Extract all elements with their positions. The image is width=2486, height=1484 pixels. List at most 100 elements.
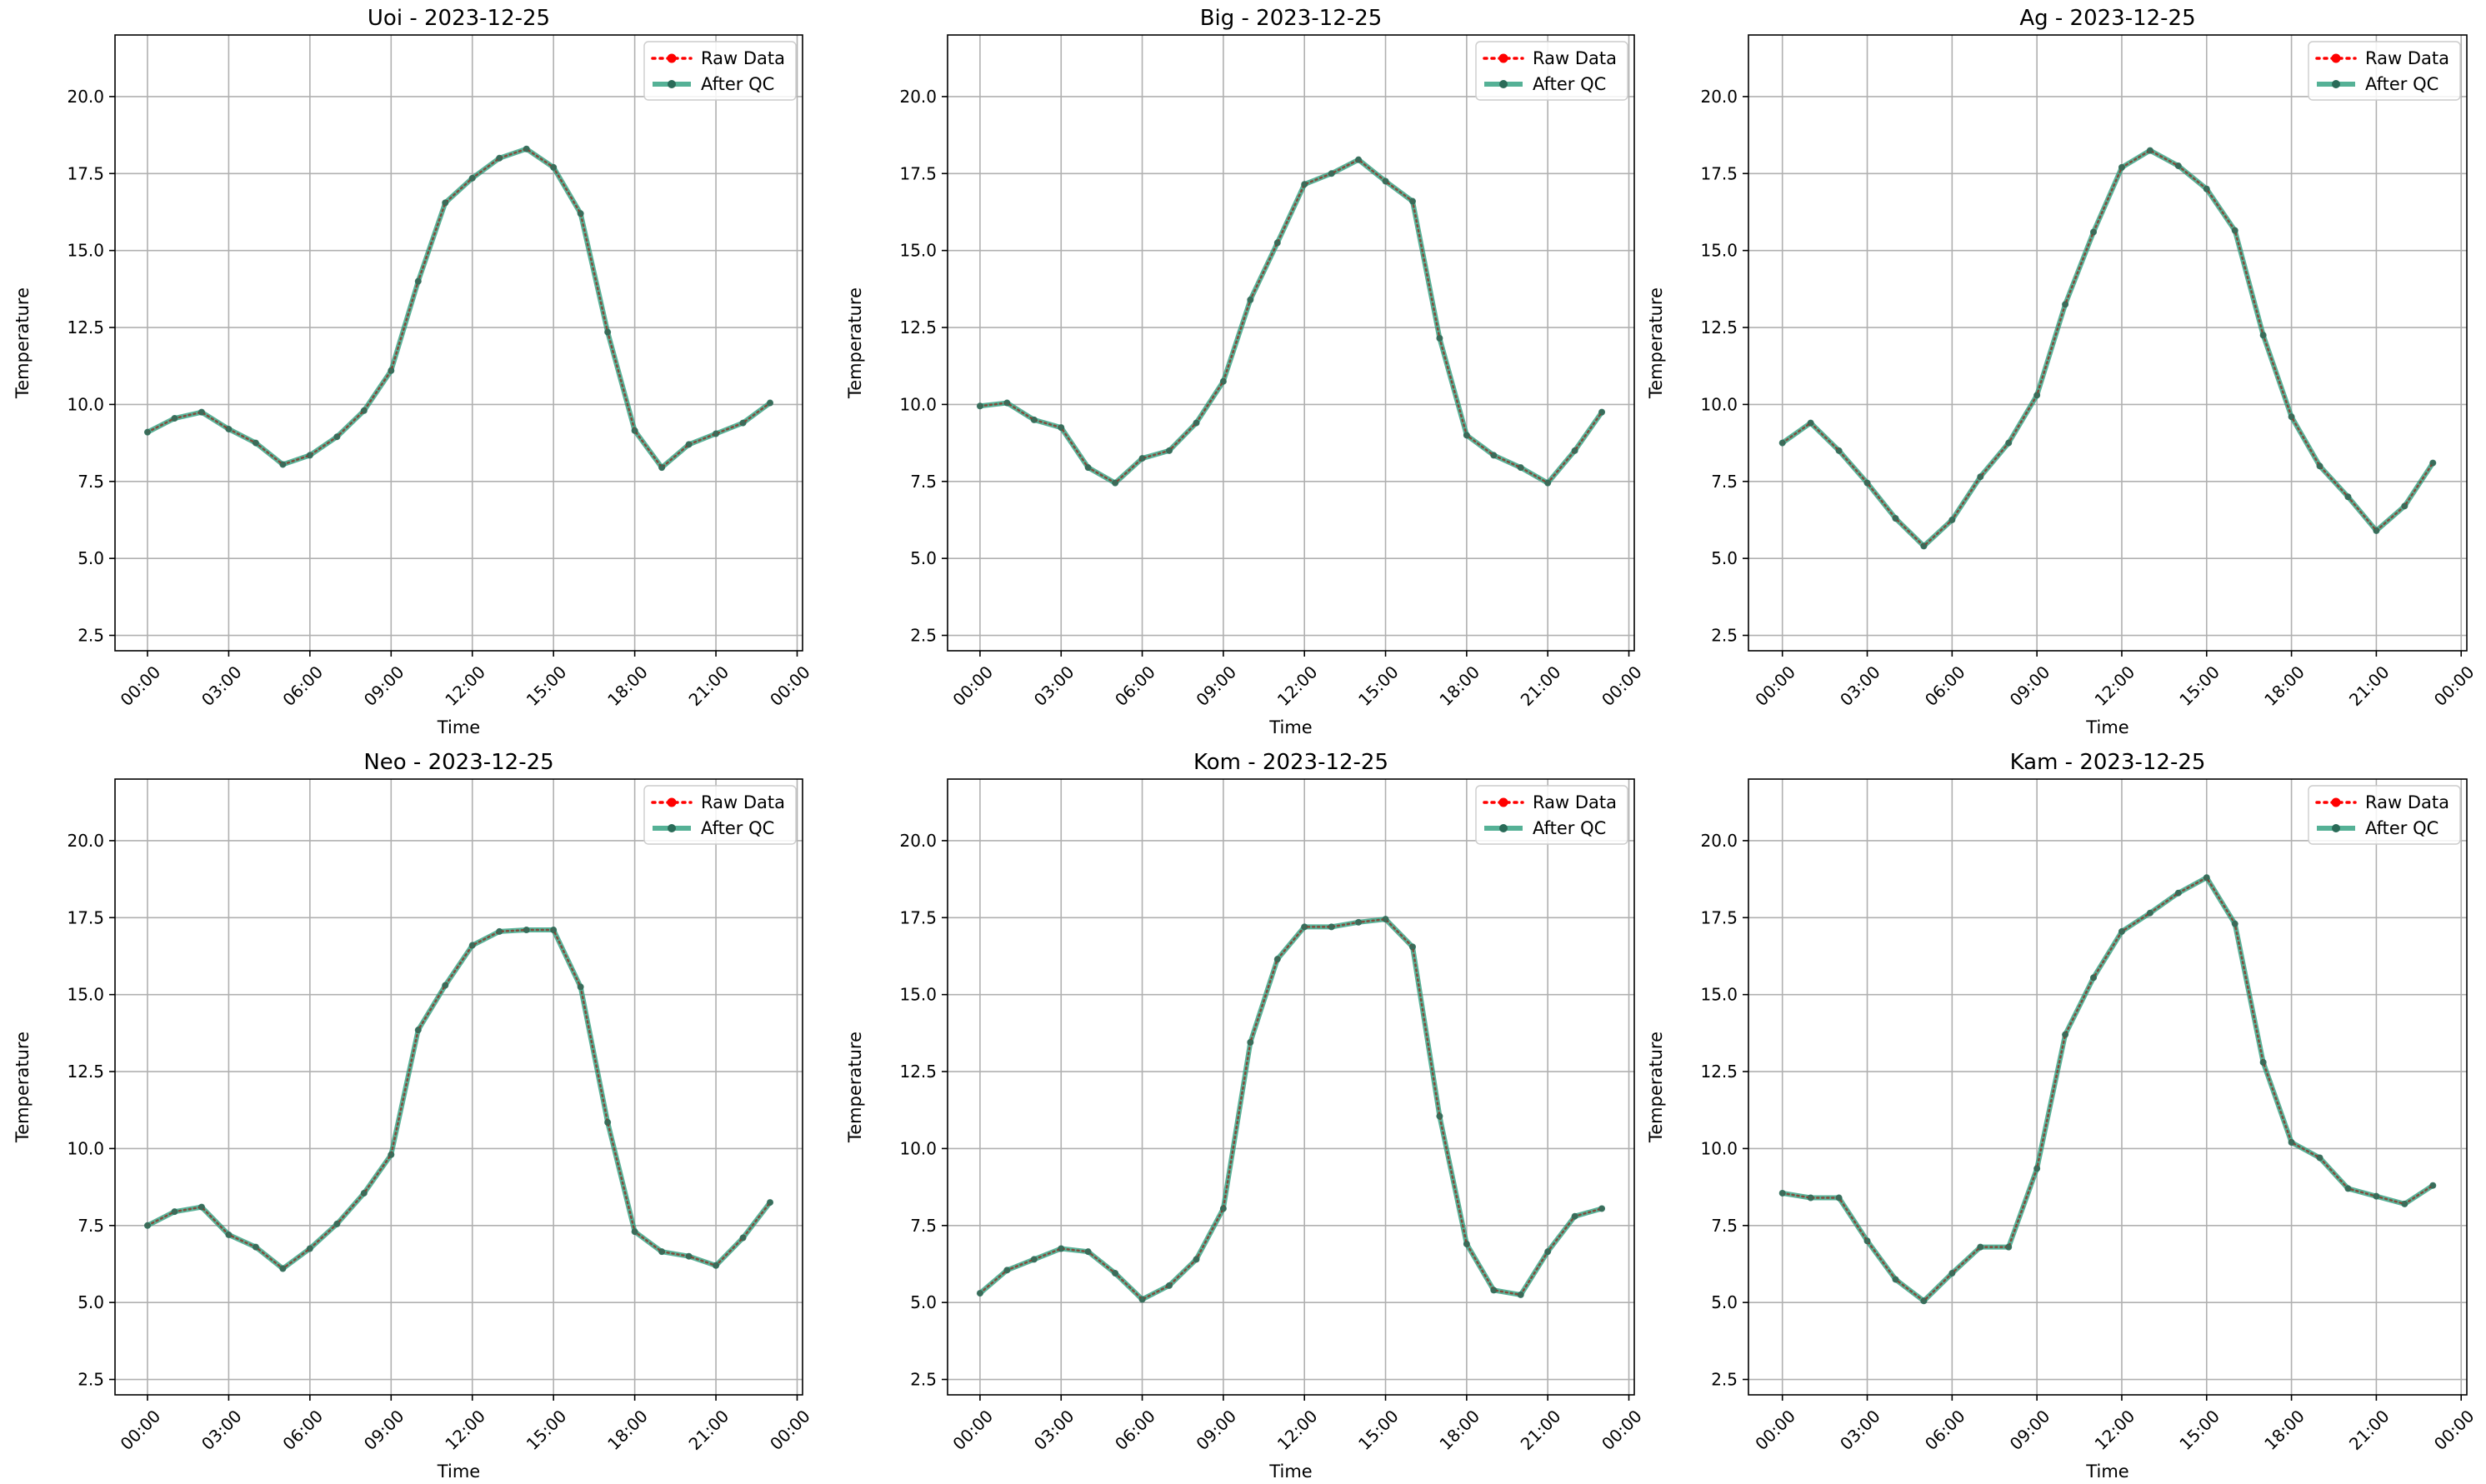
- x-tick-label: 06:00: [1921, 662, 1969, 710]
- data-point-raw-data: [1864, 1238, 1870, 1244]
- data-point-raw-data: [1808, 1195, 1813, 1201]
- data-point-raw-data: [1383, 178, 1388, 184]
- series-line-raw-data: [978, 158, 1603, 485]
- data-point-raw-data: [2203, 875, 2209, 881]
- y-tick-label: 2.5: [1711, 1370, 1738, 1390]
- data-point-raw-data: [2402, 503, 2408, 509]
- data-point-raw-data: [280, 462, 286, 467]
- x-tick-label: 00:00: [948, 1406, 997, 1454]
- x-tick-label: 09:00: [360, 662, 408, 710]
- x-tick-label: 03:00: [198, 1406, 246, 1454]
- y-tick-label: 12.5: [1700, 1062, 1738, 1082]
- legend-marker-raw-data: [667, 797, 677, 807]
- data-point-raw-data: [172, 1209, 178, 1215]
- x-axis-label: Time: [2085, 717, 2128, 737]
- y-axis-label: Temperature: [845, 287, 865, 399]
- data-point-raw-data: [2288, 414, 2294, 420]
- x-tick-label: 21:00: [2345, 662, 2393, 710]
- data-point-raw-data: [2091, 229, 2097, 235]
- data-point-raw-data: [1437, 335, 1443, 341]
- data-point-raw-data: [307, 452, 313, 458]
- data-point-raw-data: [2034, 1166, 2040, 1172]
- legend-label-after-qc: After QC: [2365, 818, 2438, 838]
- data-point-raw-data: [253, 440, 258, 446]
- data-point-raw-data: [2147, 910, 2153, 916]
- data-point-raw-data: [2260, 332, 2266, 338]
- data-point-raw-data: [334, 1221, 340, 1227]
- data-point-raw-data: [307, 1246, 313, 1252]
- data-point-raw-data: [1274, 240, 1280, 246]
- data-point-raw-data: [1302, 182, 1308, 187]
- y-tick-label: 17.5: [67, 907, 104, 927]
- series-line-raw-data: [978, 917, 1603, 1301]
- x-tick-label: 15:00: [1354, 662, 1403, 710]
- data-point-raw-data: [1599, 1206, 1605, 1212]
- subplot: 00:00 03:00 06:00 09:00 12:00 15:00 18:00 21:00…: [13, 750, 814, 1482]
- legend-marker-after-qc: [668, 80, 676, 88]
- y-tick-label: 10.0: [67, 1138, 104, 1158]
- x-tick-label: 06:00: [278, 662, 327, 710]
- data-point-raw-data: [388, 1152, 394, 1157]
- x-tick-label: 09:00: [1192, 1406, 1240, 1454]
- y-tick-label: 17.5: [899, 907, 937, 927]
- subplot-title: Big - 2023-12-25: [1200, 6, 1383, 31]
- data-point-raw-data: [1193, 1257, 1199, 1262]
- plot-area: [948, 35, 1634, 651]
- data-point-raw-data: [1167, 447, 1173, 453]
- data-point-raw-data: [2430, 1182, 2436, 1188]
- y-tick-label: 2.5: [78, 1370, 104, 1390]
- legend-marker-raw-data: [667, 53, 677, 63]
- y-axis-label: Temperature: [13, 1032, 33, 1143]
- y-tick-label: 15.0: [899, 241, 937, 261]
- data-point-raw-data: [2147, 147, 2153, 153]
- data-point-raw-data: [740, 1235, 746, 1241]
- data-point-raw-data: [605, 329, 611, 335]
- data-point-raw-data: [977, 403, 983, 409]
- subplot-title: Kam - 2023-12-25: [2010, 750, 2206, 775]
- y-tick-label: 7.5: [78, 1216, 104, 1236]
- data-point-raw-data: [1893, 516, 1898, 522]
- legend-label-raw-data: Raw Data: [1533, 48, 1617, 68]
- data-point-raw-data: [1004, 1267, 1010, 1273]
- data-point-raw-data: [523, 146, 529, 152]
- data-point-raw-data: [172, 416, 178, 422]
- y-tick-label: 7.5: [910, 472, 937, 492]
- legend-label-raw-data: Raw Data: [701, 792, 785, 812]
- legend-label-after-qc: After QC: [2365, 74, 2438, 94]
- data-point-raw-data: [740, 420, 746, 426]
- data-point-raw-data: [659, 1249, 665, 1255]
- x-tick-label: 00:00: [117, 662, 165, 710]
- y-axis-label: Temperature: [13, 287, 33, 399]
- data-point-raw-data: [361, 1190, 367, 1196]
- legend-label-raw-data: Raw Data: [1533, 792, 1617, 812]
- y-tick-label: 20.0: [67, 87, 104, 107]
- data-point-raw-data: [2034, 392, 2040, 398]
- data-point-raw-data: [253, 1244, 258, 1250]
- data-point-raw-data: [2063, 302, 2068, 307]
- data-point-raw-data: [2006, 1244, 2012, 1250]
- data-point-raw-data: [1864, 480, 1870, 486]
- data-point-raw-data: [361, 407, 367, 413]
- y-tick-label: 12.5: [899, 317, 937, 337]
- plot-area: [115, 779, 803, 1395]
- data-point-raw-data: [686, 1253, 692, 1259]
- y-tick-label: 12.5: [67, 317, 104, 337]
- data-point-raw-data: [2402, 1201, 2408, 1207]
- x-axis-label: Time: [1268, 1462, 1312, 1482]
- x-tick-label: 15:00: [523, 662, 571, 710]
- data-point-raw-data: [1893, 1277, 1898, 1282]
- data-point-raw-data: [1248, 1039, 1253, 1045]
- x-tick-label: 00:00: [1751, 1406, 1799, 1454]
- x-tick-label: 00:00: [1598, 1406, 1646, 1454]
- data-point-raw-data: [1518, 1292, 1523, 1297]
- legend-marker-after-qc: [2332, 80, 2340, 88]
- x-axis-label: Time: [437, 1462, 480, 1482]
- data-point-raw-data: [2345, 494, 2351, 500]
- subplot-title: Neo - 2023-12-25: [363, 750, 553, 775]
- subplot-title: Uoi - 2023-12-25: [368, 6, 550, 31]
- legend: Raw Data After QC: [1475, 41, 1628, 101]
- y-tick-label: 2.5: [78, 626, 104, 646]
- data-point-raw-data: [1167, 1282, 1173, 1288]
- axes-frame: [947, 34, 1635, 652]
- x-tick-label: 06:00: [1111, 1406, 1159, 1454]
